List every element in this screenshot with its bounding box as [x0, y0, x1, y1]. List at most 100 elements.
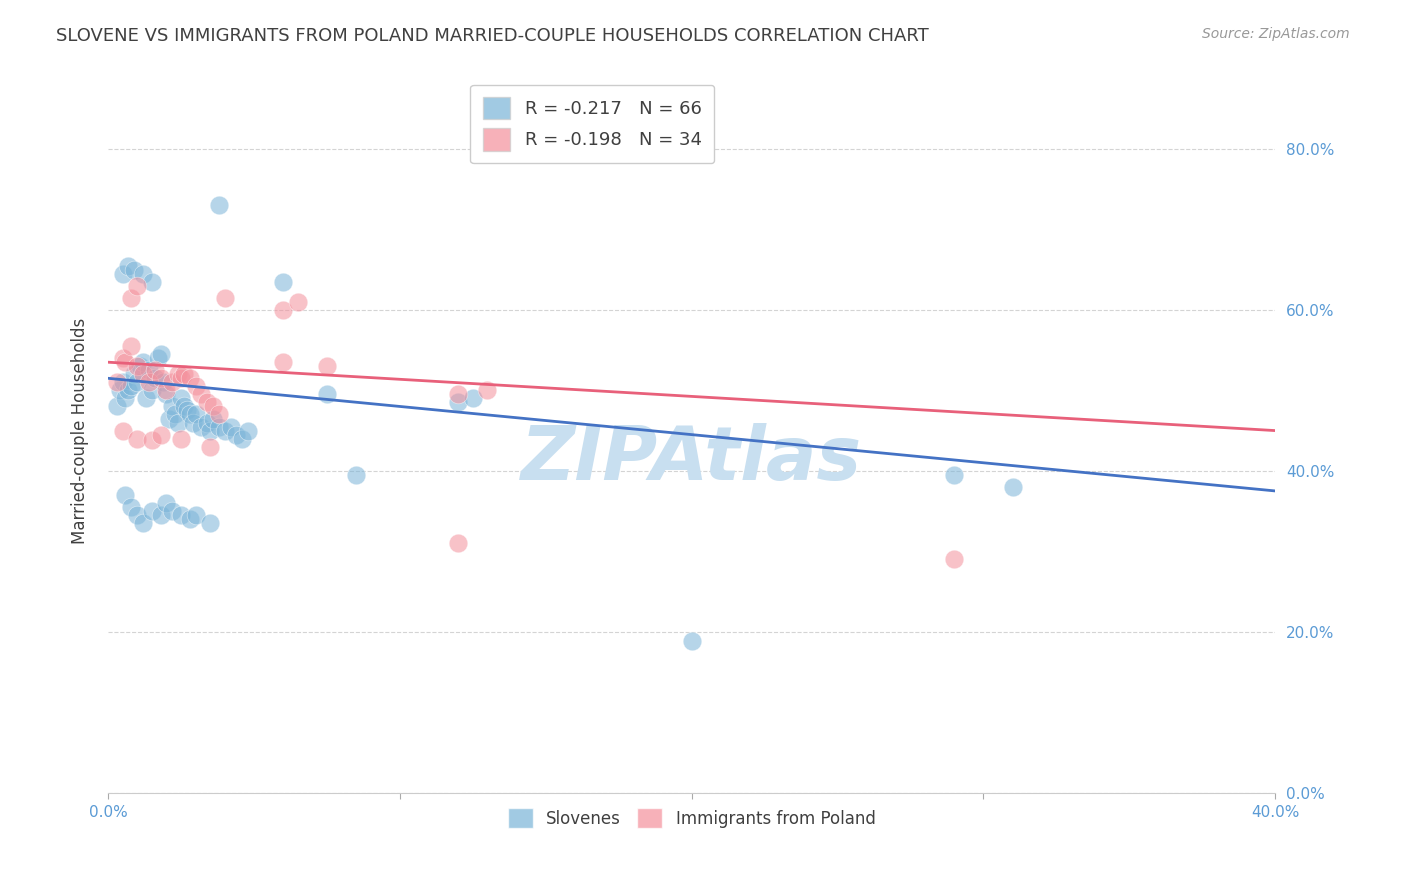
Point [160, 504, 183, 518]
Point [271, 355, 294, 369]
Point [461, 392, 484, 406]
Point [167, 416, 190, 430]
Point [155, 387, 177, 401]
Point [179, 371, 201, 385]
Point [943, 467, 966, 482]
Point [143, 363, 166, 377]
Point [149, 427, 172, 442]
Point [114, 355, 136, 369]
Point [208, 198, 231, 212]
Point [122, 368, 145, 382]
Point [202, 400, 225, 414]
Point [155, 496, 177, 510]
Point [127, 432, 149, 446]
Point [129, 359, 152, 374]
Text: SLOVENE VS IMMIGRANTS FROM POLAND MARRIED-COUPLE HOUSEHOLDS CORRELATION CHART: SLOVENE VS IMMIGRANTS FROM POLAND MARRIE… [56, 27, 929, 45]
Point [155, 384, 177, 398]
Point [114, 488, 136, 502]
Point [165, 408, 187, 422]
Point [120, 291, 142, 305]
Point [184, 508, 207, 522]
Point [190, 419, 212, 434]
Point [179, 512, 201, 526]
Point [141, 275, 163, 289]
Point [132, 368, 155, 382]
Point [231, 432, 253, 446]
Point [114, 392, 136, 406]
Point [195, 395, 218, 409]
Point [152, 376, 174, 390]
Point [157, 411, 180, 425]
Point [198, 424, 221, 438]
Point [447, 387, 470, 401]
Point [160, 376, 183, 390]
Point [681, 634, 703, 648]
Point [225, 427, 247, 442]
Point [143, 371, 166, 385]
Point [208, 408, 231, 422]
Point [173, 400, 195, 414]
Legend: Slovenes, Immigrants from Poland: Slovenes, Immigrants from Poland [501, 801, 883, 835]
Point [146, 351, 169, 366]
Point [132, 516, 155, 530]
Point [141, 504, 163, 518]
Point [287, 294, 309, 309]
Point [179, 408, 201, 422]
Point [111, 351, 134, 366]
Point [181, 416, 204, 430]
Point [236, 424, 259, 438]
Point [198, 440, 221, 454]
Point [149, 347, 172, 361]
Point [214, 291, 236, 305]
Point [176, 403, 198, 417]
Point [108, 384, 131, 398]
Point [315, 387, 337, 401]
Point [160, 400, 183, 414]
Point [170, 432, 193, 446]
Point [184, 379, 207, 393]
Point [190, 387, 212, 401]
Point [477, 384, 499, 398]
Point [170, 392, 193, 406]
Point [132, 355, 155, 369]
Point [105, 376, 128, 390]
Point [120, 339, 142, 353]
Point [344, 467, 367, 482]
Point [149, 508, 172, 522]
Point [271, 275, 294, 289]
Point [195, 416, 218, 430]
Point [198, 516, 221, 530]
Point [184, 408, 207, 422]
Point [138, 363, 160, 377]
Point [141, 434, 163, 448]
Point [202, 411, 225, 425]
Point [170, 371, 193, 385]
Point [141, 384, 163, 398]
Point [943, 552, 966, 566]
Point [120, 500, 142, 514]
Point [208, 419, 231, 434]
Point [170, 508, 193, 522]
Point [105, 400, 128, 414]
Text: Source: ZipAtlas.com: Source: ZipAtlas.com [1202, 27, 1350, 41]
Point [117, 259, 139, 273]
Text: ZIPAtlas: ZIPAtlas [522, 423, 862, 496]
Point [127, 359, 149, 374]
Point [214, 424, 236, 438]
Point [447, 395, 470, 409]
Point [117, 384, 139, 398]
Point [122, 262, 145, 277]
Point [127, 278, 149, 293]
Point [173, 368, 195, 382]
Point [111, 376, 134, 390]
Point [135, 392, 157, 406]
Point [315, 359, 337, 374]
Point [219, 419, 242, 434]
Point [127, 376, 149, 390]
Point [167, 368, 190, 382]
Y-axis label: Married-couple Households: Married-couple Households [72, 318, 89, 544]
Point [1001, 480, 1024, 494]
Point [447, 536, 470, 550]
Point [120, 379, 142, 393]
Point [132, 267, 155, 281]
